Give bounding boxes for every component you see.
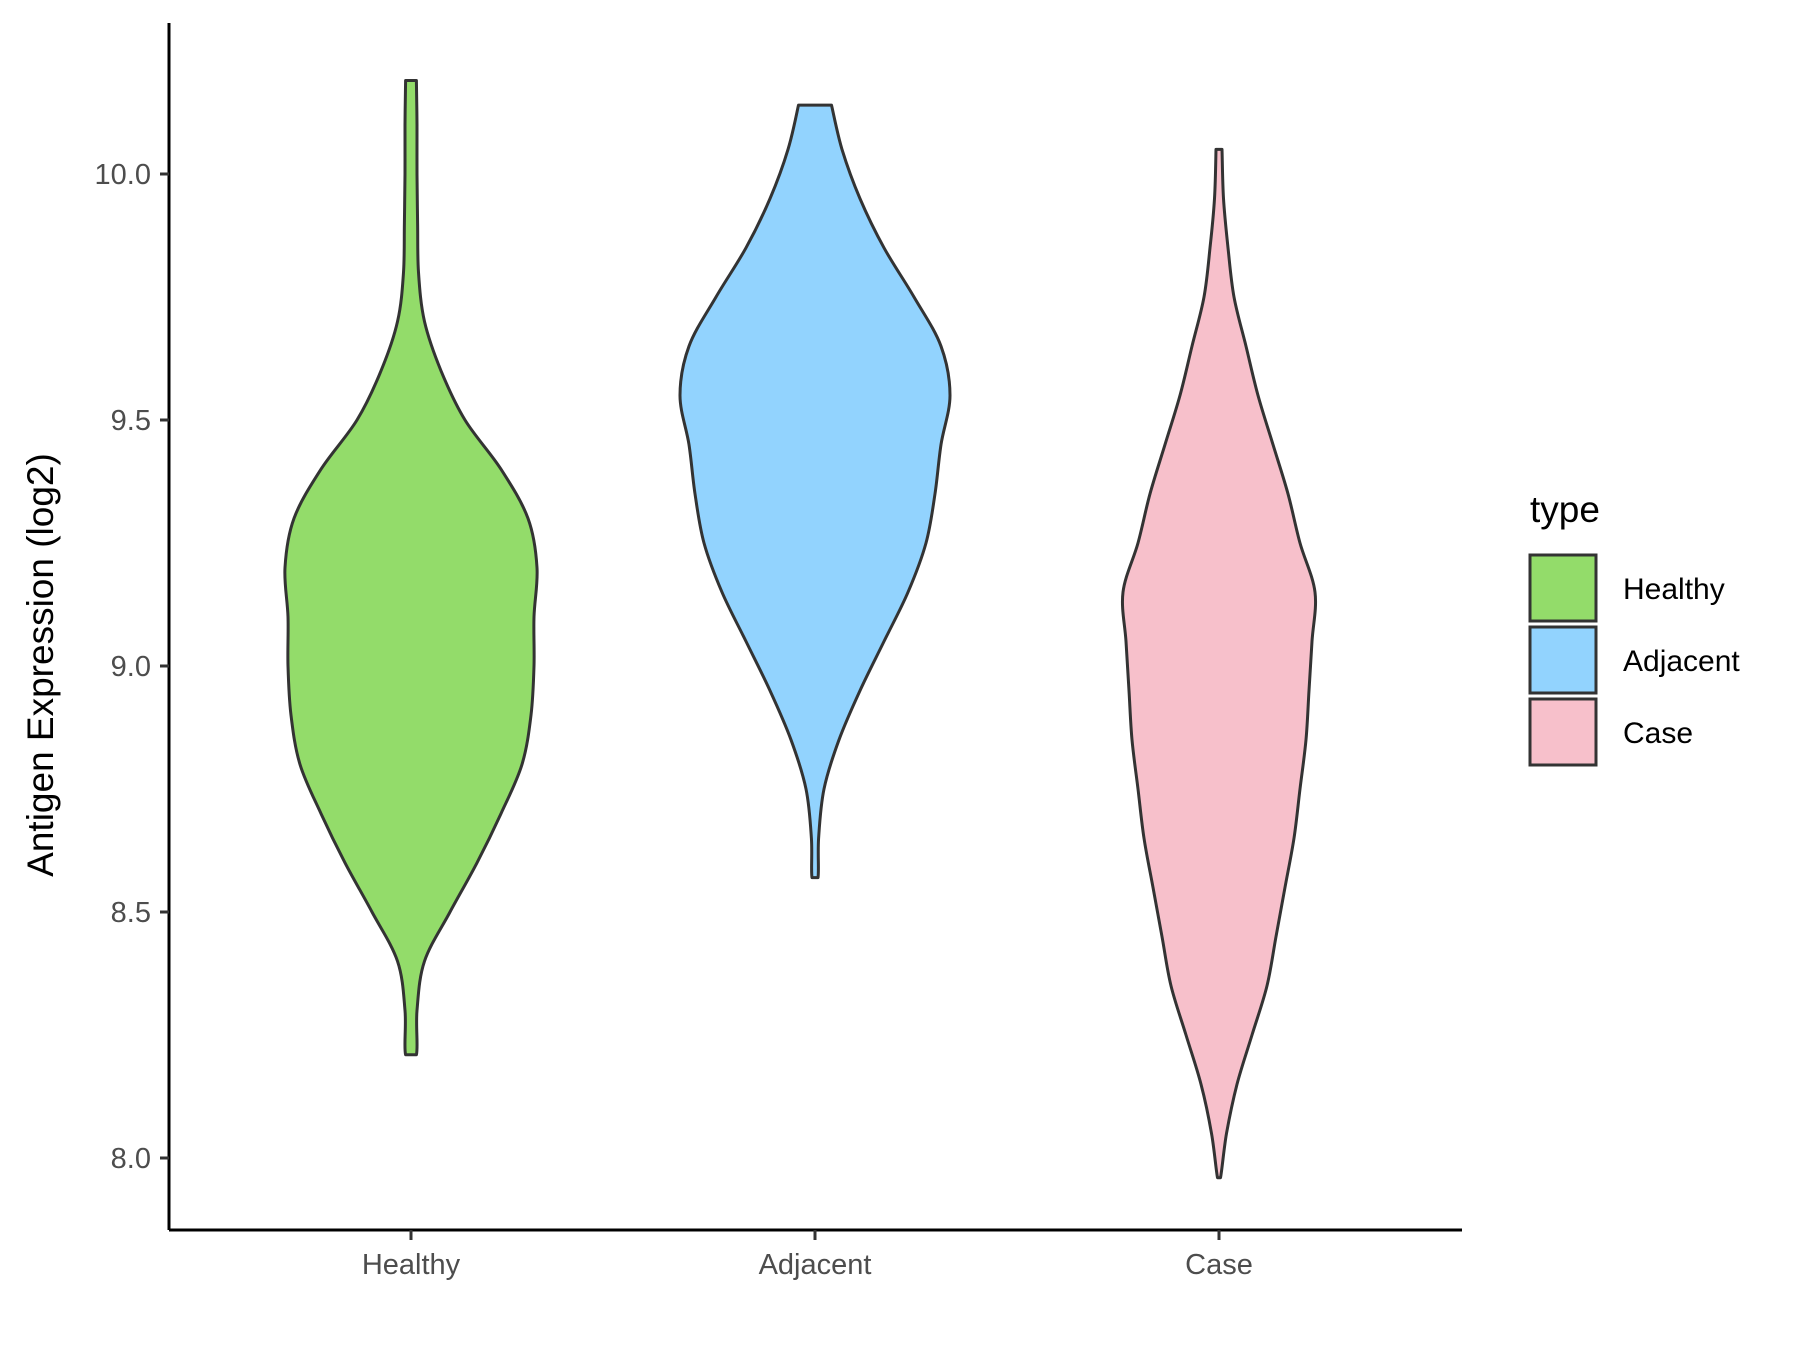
legend-key-case [1528, 697, 1598, 767]
violin-layer [283, 79, 1318, 1180]
legend-key-healthy [1528, 553, 1598, 623]
y-tick-label: 8.5 [111, 897, 151, 929]
y-axis-title: Antigen Expression (log2) [20, 453, 61, 877]
y-tick-label: 9.0 [111, 651, 151, 683]
violin-healthy [283, 79, 539, 1057]
y-tick-label: 8.0 [111, 1143, 151, 1175]
x-tick-label: Healthy [362, 1249, 461, 1281]
legend-key-adjacent [1528, 625, 1598, 695]
legend-label-healthy: Healthy [1623, 573, 1725, 606]
legend-label-case: Case [1623, 717, 1693, 750]
legend: type Healthy Adjacent Case [1528, 489, 1740, 767]
y-tick-label: 10.0 [95, 159, 151, 191]
violin-adjacent [678, 103, 952, 880]
legend-label-adjacent: Adjacent [1623, 645, 1740, 678]
y-axis-ticks: 8.0 8.5 9.0 9.5 10.0 [95, 159, 169, 1175]
x-tick-label: Adjacent [759, 1249, 872, 1281]
y-tick-label: 9.5 [111, 405, 151, 437]
x-axis-ticks: Healthy Adjacent Case [362, 1230, 1253, 1281]
x-tick-label: Case [1185, 1249, 1253, 1281]
legend-title: type [1530, 489, 1600, 530]
violin-case [1120, 147, 1318, 1180]
